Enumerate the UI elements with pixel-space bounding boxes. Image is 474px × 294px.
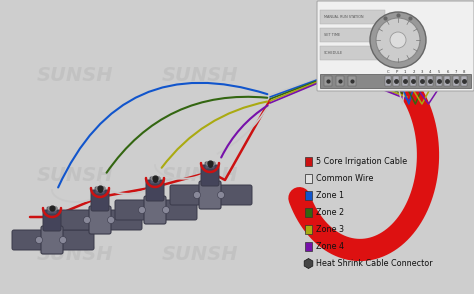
Bar xyxy=(320,74,471,88)
Text: P: P xyxy=(395,70,398,74)
Circle shape xyxy=(370,12,426,68)
Text: SUNSH: SUNSH xyxy=(36,166,113,185)
Bar xyxy=(402,76,408,86)
Circle shape xyxy=(108,216,115,223)
Text: Zone 4: Zone 4 xyxy=(316,242,344,251)
Circle shape xyxy=(390,32,406,48)
FancyBboxPatch shape xyxy=(47,207,57,214)
Bar xyxy=(410,76,417,86)
FancyBboxPatch shape xyxy=(95,187,105,194)
FancyBboxPatch shape xyxy=(106,210,142,230)
FancyBboxPatch shape xyxy=(41,226,63,254)
Text: 6: 6 xyxy=(447,70,449,74)
Bar xyxy=(324,76,332,86)
Text: SUNSH: SUNSH xyxy=(36,66,113,84)
FancyBboxPatch shape xyxy=(146,180,164,201)
FancyBboxPatch shape xyxy=(43,210,61,231)
Circle shape xyxy=(193,191,201,198)
Text: SUNSH: SUNSH xyxy=(162,166,238,185)
Text: MANUAL RUN STATION: MANUAL RUN STATION xyxy=(324,15,364,19)
Bar xyxy=(348,76,356,86)
FancyBboxPatch shape xyxy=(205,162,215,169)
Text: SUNSH: SUNSH xyxy=(36,245,113,265)
FancyBboxPatch shape xyxy=(144,196,166,224)
FancyBboxPatch shape xyxy=(199,181,221,209)
Bar xyxy=(445,76,450,86)
Text: Heat Shrink Cable Connector: Heat Shrink Cable Connector xyxy=(316,259,433,268)
FancyBboxPatch shape xyxy=(89,206,111,234)
Bar xyxy=(419,76,425,86)
Text: SUNSH: SUNSH xyxy=(162,245,238,265)
Circle shape xyxy=(163,206,170,213)
FancyBboxPatch shape xyxy=(161,200,197,220)
Circle shape xyxy=(83,216,91,223)
Circle shape xyxy=(138,206,146,213)
Circle shape xyxy=(60,236,66,243)
Bar xyxy=(320,46,385,60)
FancyBboxPatch shape xyxy=(317,1,474,91)
Text: 2: 2 xyxy=(412,70,415,74)
FancyBboxPatch shape xyxy=(12,230,48,250)
Bar xyxy=(305,242,312,251)
Text: 1: 1 xyxy=(404,70,406,74)
Bar xyxy=(336,76,344,86)
Bar xyxy=(428,76,434,86)
Text: 4: 4 xyxy=(429,70,432,74)
Text: SCHEDULE: SCHEDULE xyxy=(324,51,343,55)
Circle shape xyxy=(376,18,420,62)
Bar xyxy=(305,174,312,183)
Bar xyxy=(436,76,442,86)
Bar xyxy=(393,76,400,86)
FancyBboxPatch shape xyxy=(201,165,219,186)
FancyBboxPatch shape xyxy=(216,185,252,205)
Text: Zone 1: Zone 1 xyxy=(316,191,344,200)
FancyBboxPatch shape xyxy=(170,185,206,205)
Text: SET TIME: SET TIME xyxy=(324,33,340,37)
Bar xyxy=(462,76,467,86)
FancyBboxPatch shape xyxy=(60,210,96,230)
Bar xyxy=(453,76,459,86)
Text: Common Wire: Common Wire xyxy=(316,174,374,183)
Bar xyxy=(320,10,385,24)
Bar xyxy=(305,225,312,234)
Text: Zone 2: Zone 2 xyxy=(316,208,344,217)
Text: Zone 3: Zone 3 xyxy=(316,225,344,234)
Bar xyxy=(305,208,312,217)
Bar xyxy=(385,76,391,86)
Text: C: C xyxy=(387,70,389,74)
Text: 5: 5 xyxy=(438,70,440,74)
Circle shape xyxy=(218,191,225,198)
Bar xyxy=(305,157,312,166)
Bar xyxy=(320,28,385,42)
Circle shape xyxy=(36,236,43,243)
FancyBboxPatch shape xyxy=(150,177,160,184)
Bar xyxy=(305,191,312,200)
FancyBboxPatch shape xyxy=(58,230,94,250)
FancyBboxPatch shape xyxy=(115,200,151,220)
Text: 8: 8 xyxy=(463,70,466,74)
Text: 5 Core Irrigation Cable: 5 Core Irrigation Cable xyxy=(316,157,407,166)
Text: 3: 3 xyxy=(421,70,423,74)
FancyBboxPatch shape xyxy=(91,190,109,211)
Text: 7: 7 xyxy=(455,70,457,74)
Text: SUNSH: SUNSH xyxy=(162,66,238,84)
